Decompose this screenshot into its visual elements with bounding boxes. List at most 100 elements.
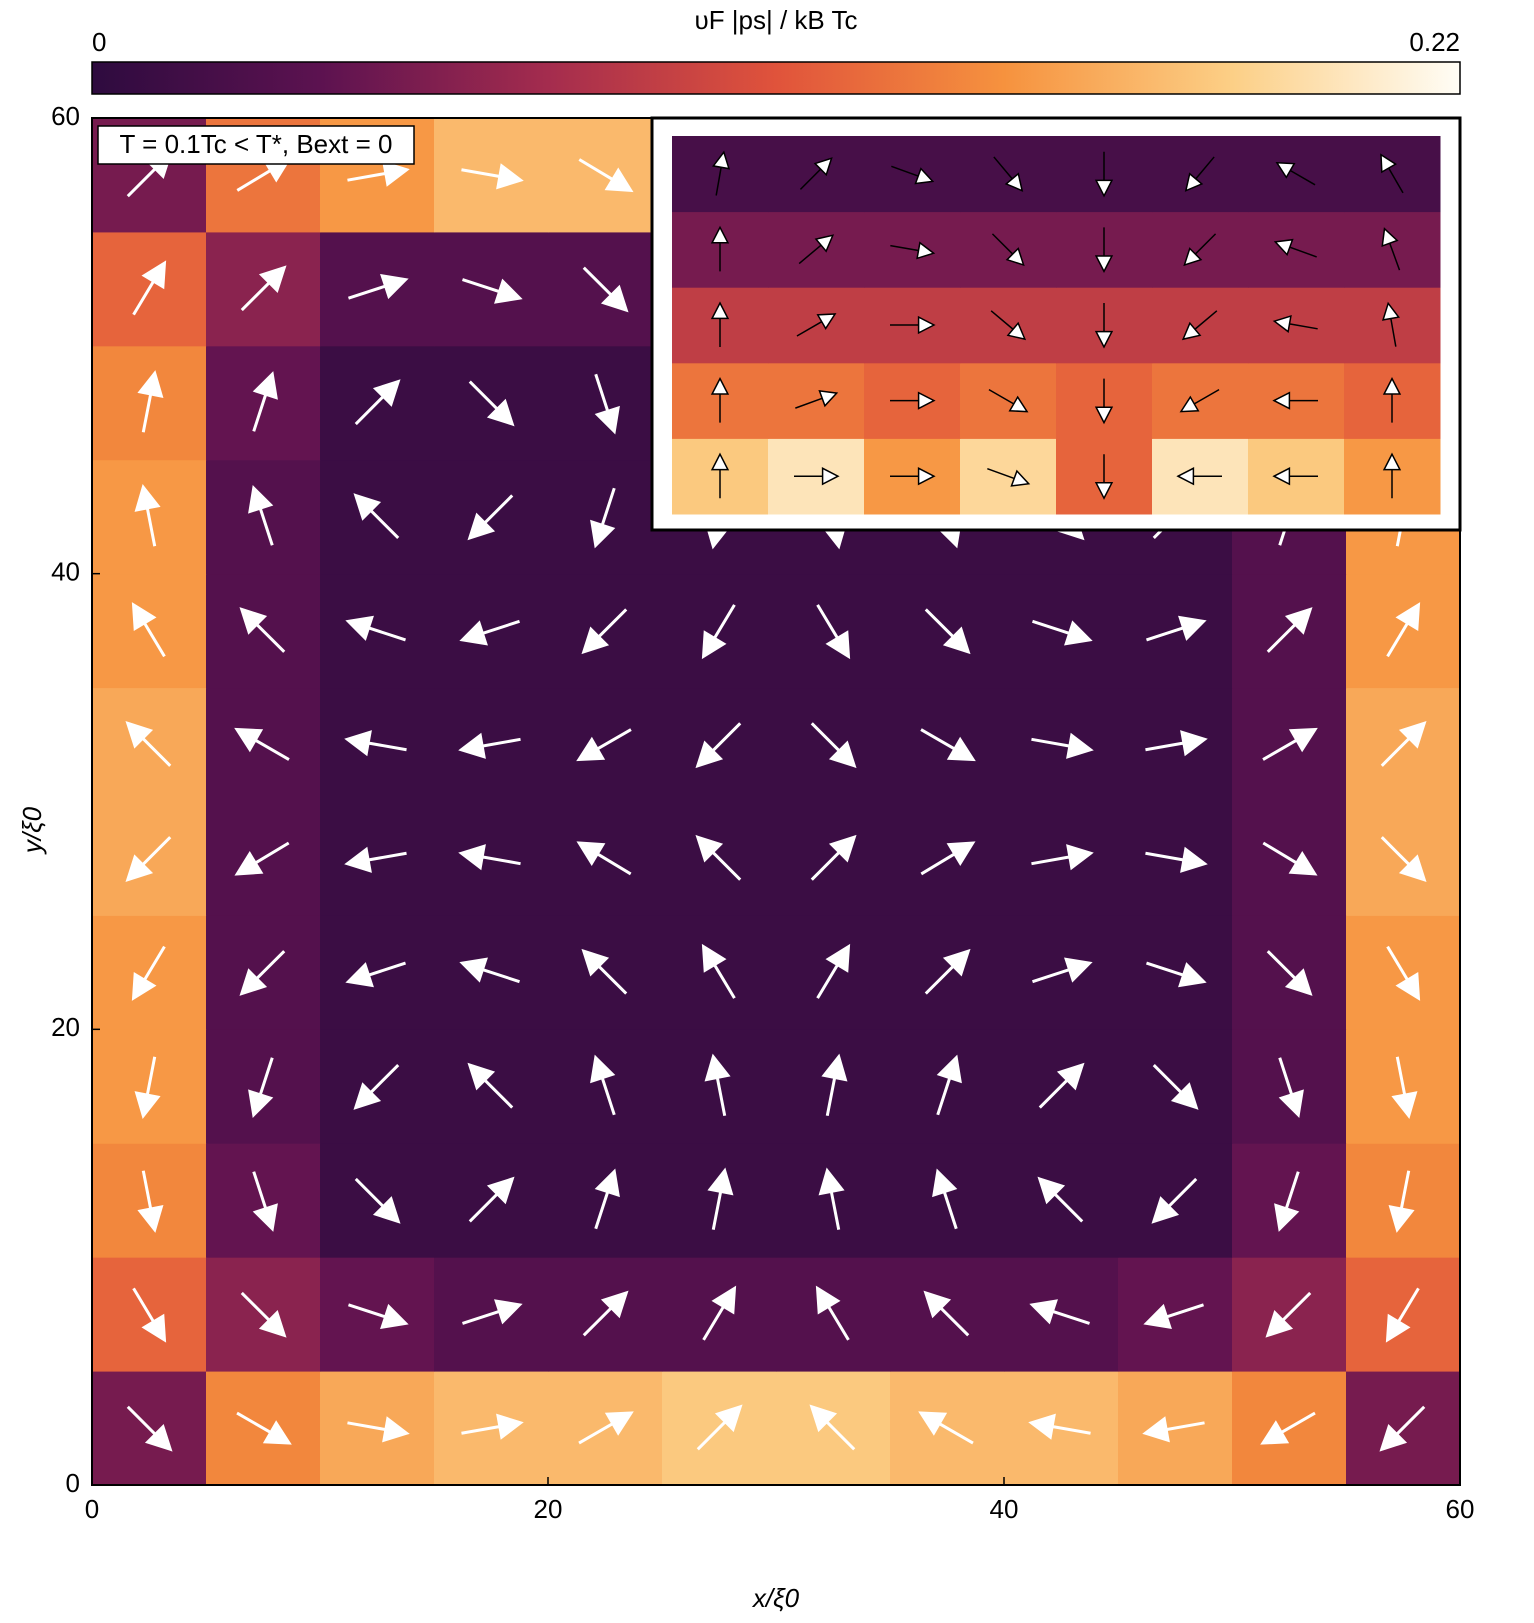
arrow: [920, 841, 976, 876]
arrow: [459, 957, 520, 984]
arrow: [461, 1413, 524, 1440]
arrow: [248, 485, 274, 546]
arrow: [1379, 1405, 1426, 1452]
arrow: [1028, 1413, 1091, 1440]
arrow: [696, 1404, 743, 1451]
arrow: [923, 1290, 970, 1337]
arrow: [710, 301, 730, 347]
arrow: [1386, 602, 1421, 658]
arrow: [1183, 233, 1217, 267]
arrow: [1381, 301, 1400, 347]
arrow: [1031, 844, 1094, 871]
arrow: [695, 834, 742, 881]
colorbar-tick-label: 0.22: [1409, 27, 1460, 57]
arrow: [702, 1285, 737, 1341]
y-tick-label: 0: [66, 1468, 80, 1498]
arrow: [988, 388, 1029, 413]
arrow: [816, 604, 851, 660]
arrow: [1179, 388, 1220, 413]
arrow: [578, 1411, 634, 1445]
arrow: [710, 376, 730, 423]
arrow: [459, 619, 520, 646]
arrow: [125, 721, 172, 767]
arrow: [1145, 730, 1208, 757]
arrow: [353, 1064, 400, 1110]
arrow: [794, 467, 840, 486]
arrow: [924, 948, 971, 995]
arrow: [710, 452, 730, 499]
arrow: [134, 484, 161, 547]
arrow: [594, 373, 620, 435]
arrow: [467, 494, 514, 541]
arrow: [1029, 1299, 1090, 1325]
arrow: [348, 273, 409, 300]
arrow: [890, 241, 936, 260]
arrow: [590, 487, 616, 549]
arrow: [462, 278, 523, 304]
arrow: [462, 1299, 523, 1325]
arrow: [468, 380, 515, 427]
arrow: [1278, 1057, 1304, 1118]
arrow: [1031, 732, 1094, 759]
arrow: [707, 1167, 734, 1230]
arrow: [1382, 452, 1402, 499]
arrow: [795, 390, 839, 409]
arrow: [1181, 310, 1218, 341]
arrow: [798, 234, 835, 265]
arrow: [582, 1290, 629, 1337]
arrow: [1145, 846, 1208, 873]
arrow: [987, 467, 1031, 487]
arrow: [125, 836, 172, 882]
arrow: [345, 961, 406, 988]
annotation: T = 0.1Tc < T*, Bext = 0: [120, 129, 393, 159]
arrow: [1151, 1177, 1198, 1224]
arrow: [890, 391, 936, 410]
x-axis-label: x/ξ0: [751, 1583, 800, 1613]
arrow: [1094, 303, 1114, 349]
arrow: [890, 467, 936, 486]
arrow: [458, 844, 521, 871]
arrow: [132, 1287, 167, 1343]
arrow: [1094, 227, 1114, 274]
arrow: [818, 1167, 845, 1230]
arrow: [1275, 161, 1316, 186]
arrow: [1146, 615, 1207, 642]
arrow: [993, 156, 1024, 192]
arrow: [353, 493, 400, 539]
arrow: [1143, 1303, 1204, 1330]
arrow: [810, 834, 857, 881]
arrow: [354, 379, 401, 426]
arrow: [796, 313, 837, 337]
arrow: [1142, 1416, 1205, 1443]
arrow: [1176, 467, 1222, 486]
arrow: [345, 615, 406, 642]
arrow: [890, 315, 936, 335]
arrow: [461, 163, 524, 190]
arrow: [918, 1411, 974, 1445]
arrow: [1146, 961, 1207, 988]
arrow: [1380, 721, 1427, 767]
arrow: [594, 1168, 620, 1230]
arrow: [248, 1057, 274, 1118]
arrow: [809, 1404, 856, 1451]
x-tick-label: 20: [534, 1494, 563, 1524]
arrow: [1262, 727, 1318, 761]
arrow: [1274, 1171, 1300, 1232]
arrow: [1037, 1176, 1084, 1223]
arrow: [354, 1177, 401, 1224]
arrow: [1094, 454, 1114, 500]
arrow: [576, 728, 632, 762]
arrow: [936, 1054, 962, 1116]
arrow: [252, 371, 278, 432]
arrow: [1094, 378, 1114, 425]
arrow: [581, 948, 628, 995]
arrow: [1265, 1291, 1312, 1338]
arrow: [991, 233, 1025, 267]
arrow: [712, 150, 731, 196]
arrow: [1266, 950, 1313, 996]
arrow: [710, 225, 730, 272]
x-tick-label: 60: [1446, 1494, 1475, 1524]
arrow: [581, 608, 628, 655]
arrow: [582, 266, 629, 313]
x-tick-label: 40: [990, 1494, 1019, 1524]
